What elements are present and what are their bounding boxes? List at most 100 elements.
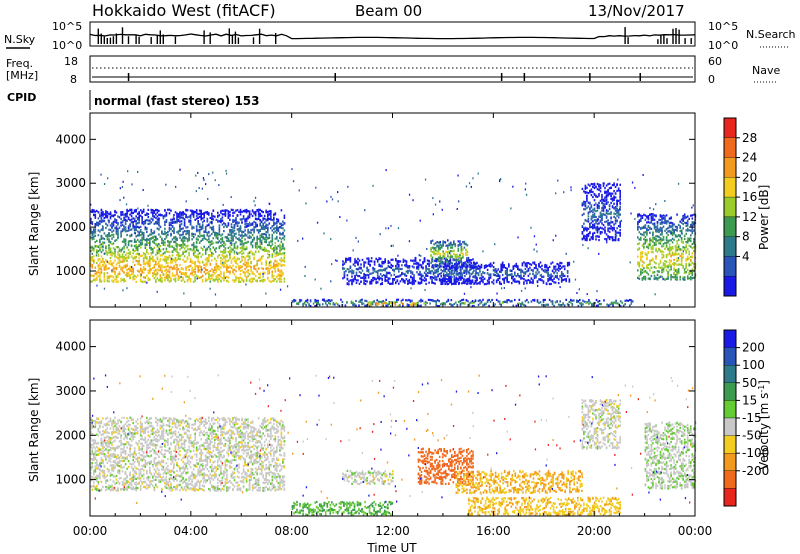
heatmap-cell xyxy=(242,271,245,274)
heatmap-cell xyxy=(542,280,545,283)
heatmap-cell xyxy=(229,239,231,242)
heatmap-cell xyxy=(179,236,181,239)
heatmap-cell xyxy=(454,245,457,248)
freq-mark xyxy=(639,73,641,81)
heatmap-cell xyxy=(457,249,460,252)
heatmap-cell xyxy=(584,208,587,211)
heatmap-cell xyxy=(161,276,163,279)
heatmap-cell xyxy=(183,243,186,246)
heatmap-cell xyxy=(504,276,507,279)
heatmap-cell xyxy=(195,225,198,228)
heatmap-cell xyxy=(103,279,106,282)
heatmap-cell xyxy=(167,279,169,282)
heatmap-cell xyxy=(206,239,209,242)
heatmap-cell xyxy=(161,264,163,267)
heatmap-cell xyxy=(536,272,539,275)
heatmap-cell xyxy=(254,250,257,253)
heatmap-cell xyxy=(351,270,353,274)
heatmap-cell xyxy=(430,247,432,250)
heatmap-cell xyxy=(605,198,608,201)
heatmap-cell xyxy=(309,300,312,303)
heatmap-cell xyxy=(112,215,115,218)
heatmap-cell xyxy=(445,300,448,303)
heatmap-cell xyxy=(183,250,186,253)
heatmap-cell xyxy=(596,218,599,221)
heatmap-cell xyxy=(435,276,438,279)
heatmap-cell xyxy=(411,276,414,279)
heatmap-cell xyxy=(448,262,450,265)
heatmap-cell xyxy=(375,270,377,273)
heatmap-cell xyxy=(375,257,377,260)
heatmap-cell xyxy=(259,214,261,218)
heatmap-cell xyxy=(256,247,258,250)
heatmap-cell xyxy=(611,206,614,209)
heatmap-cell xyxy=(265,241,267,244)
heatmap-cell xyxy=(149,268,151,271)
heatmap-cell xyxy=(366,257,368,260)
heatmap-cell xyxy=(381,278,383,281)
heatmap-cell xyxy=(606,303,608,306)
heatmap-cell xyxy=(168,280,171,283)
heatmap-cell xyxy=(135,220,137,223)
heatmap-cell xyxy=(155,253,157,256)
heatmap-cell xyxy=(247,217,249,220)
heatmap-cell xyxy=(363,261,365,264)
heatmap-cell xyxy=(475,270,477,273)
heatmap-cell xyxy=(200,271,202,274)
heatmap-cell xyxy=(159,274,162,277)
heatmap-cell xyxy=(396,267,399,270)
heatmap-cell xyxy=(476,272,478,275)
heatmap-cell xyxy=(314,300,316,303)
heatmap-cell xyxy=(550,282,552,286)
heatmap-cell xyxy=(132,260,134,263)
heatmap-cell xyxy=(156,252,159,255)
heatmap-cell xyxy=(442,262,444,265)
freq-mark xyxy=(589,73,591,81)
heatmap-cell xyxy=(396,275,399,278)
heatmap-cell xyxy=(127,229,130,232)
heatmap-cell xyxy=(548,274,551,277)
heatmap-cell xyxy=(195,241,198,245)
heatmap-cell xyxy=(250,280,252,284)
heatmap-cell xyxy=(579,298,581,302)
heatmap-cell xyxy=(129,213,131,216)
heatmap-cell xyxy=(317,302,319,305)
heatmap-cell xyxy=(452,266,454,269)
heatmap-cell xyxy=(123,229,125,232)
heatmap-cell xyxy=(149,256,151,259)
heatmap-cell xyxy=(136,218,139,221)
heatmap-cell xyxy=(142,280,145,283)
heatmap-cell xyxy=(425,274,427,277)
heatmap-cell xyxy=(404,281,406,284)
heatmap-cell xyxy=(607,229,609,232)
heatmap-cell xyxy=(176,250,178,253)
heatmap-cell xyxy=(159,254,162,257)
heatmap-cell xyxy=(404,274,406,277)
heatmap-cell xyxy=(245,219,248,222)
heatmap-cell xyxy=(608,187,611,190)
heatmap-cell xyxy=(450,267,453,270)
heatmap-cell xyxy=(112,265,115,268)
heatmap-cell xyxy=(293,300,295,303)
heatmap-cell xyxy=(270,227,272,230)
heatmap-cell xyxy=(582,299,584,302)
heatmap-cell xyxy=(135,223,137,226)
heatmap-cell xyxy=(417,266,420,269)
heatmap-cell xyxy=(180,223,183,226)
heatmap-cell xyxy=(174,249,177,252)
heatmap-cell xyxy=(114,270,116,274)
heatmap-cell xyxy=(96,271,98,274)
heatmap-cell xyxy=(223,279,225,282)
heatmap-cell xyxy=(497,274,499,278)
heatmap-cell xyxy=(130,255,133,258)
heatmap-cell xyxy=(227,270,230,273)
heatmap-cell xyxy=(274,264,277,267)
heatmap-cell xyxy=(610,211,612,214)
heatmap-cell xyxy=(248,216,251,219)
heatmap-cell xyxy=(239,208,242,211)
heatmap-cell xyxy=(132,267,134,270)
heatmap-cell xyxy=(167,256,169,259)
heatmap-cell xyxy=(149,271,151,274)
heatmap-cell xyxy=(144,267,147,271)
freq-label-line2: [MHz] xyxy=(6,69,38,82)
